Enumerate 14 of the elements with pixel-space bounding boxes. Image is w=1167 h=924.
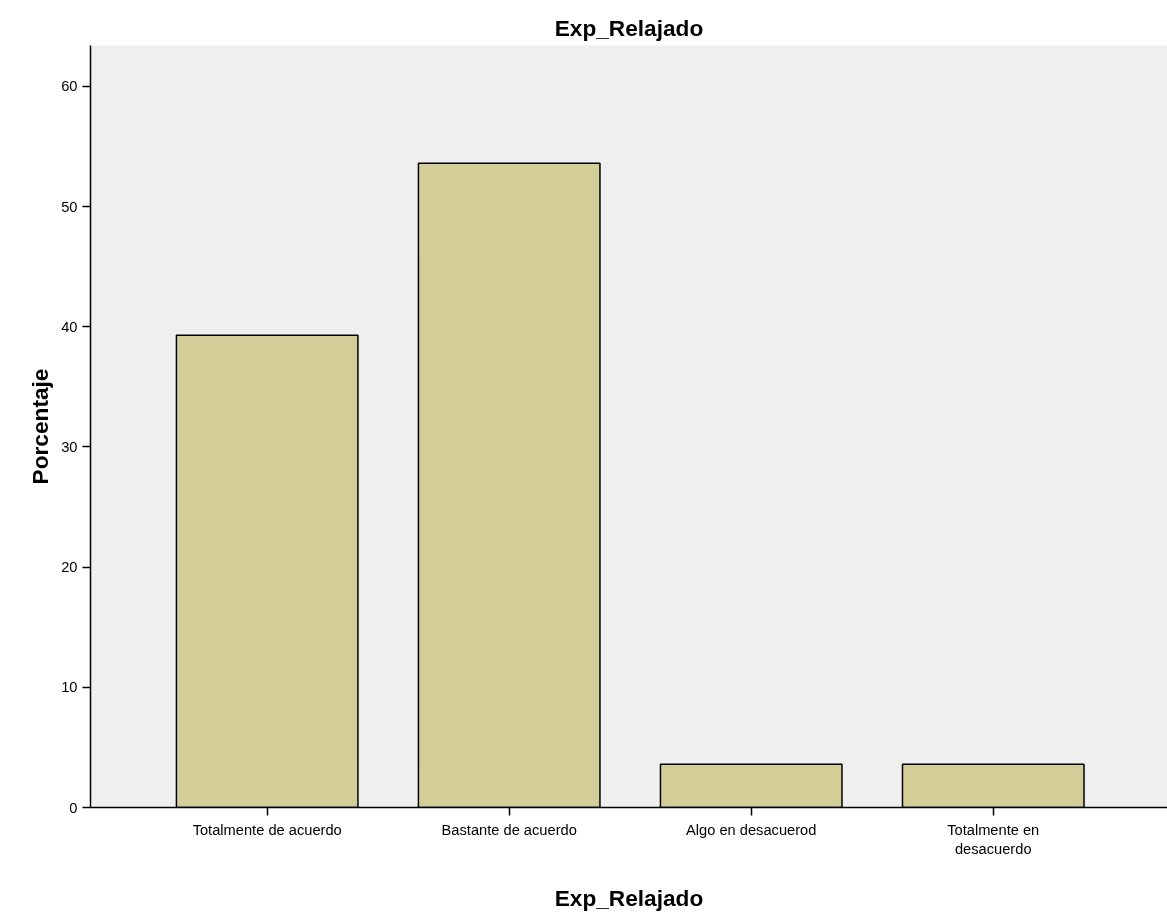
- y-tick-label: 10: [61, 679, 78, 696]
- y-tick-label: 40: [61, 318, 78, 335]
- x-tick-label: Totalmente de acuerdo: [192, 821, 342, 838]
- y-tick-label: 50: [61, 198, 78, 215]
- x-tick-label: Bastante de acuerdo: [441, 821, 577, 838]
- x-axis-title: Exp_Relajado: [554, 884, 704, 911]
- y-tick-label: 0: [69, 799, 78, 816]
- y-axis-title: Porcentaje: [27, 368, 54, 485]
- y-tick-label: 30: [61, 438, 78, 455]
- y-tick-label: 20: [61, 559, 78, 576]
- y-tick-label: 60: [61, 78, 78, 95]
- x-tick-label: Algo en desacuerod: [686, 821, 817, 838]
- x-tick-label: Totalmente en desacuerdo: [947, 821, 1040, 857]
- chart-title: Exp_Relajado: [554, 14, 704, 41]
